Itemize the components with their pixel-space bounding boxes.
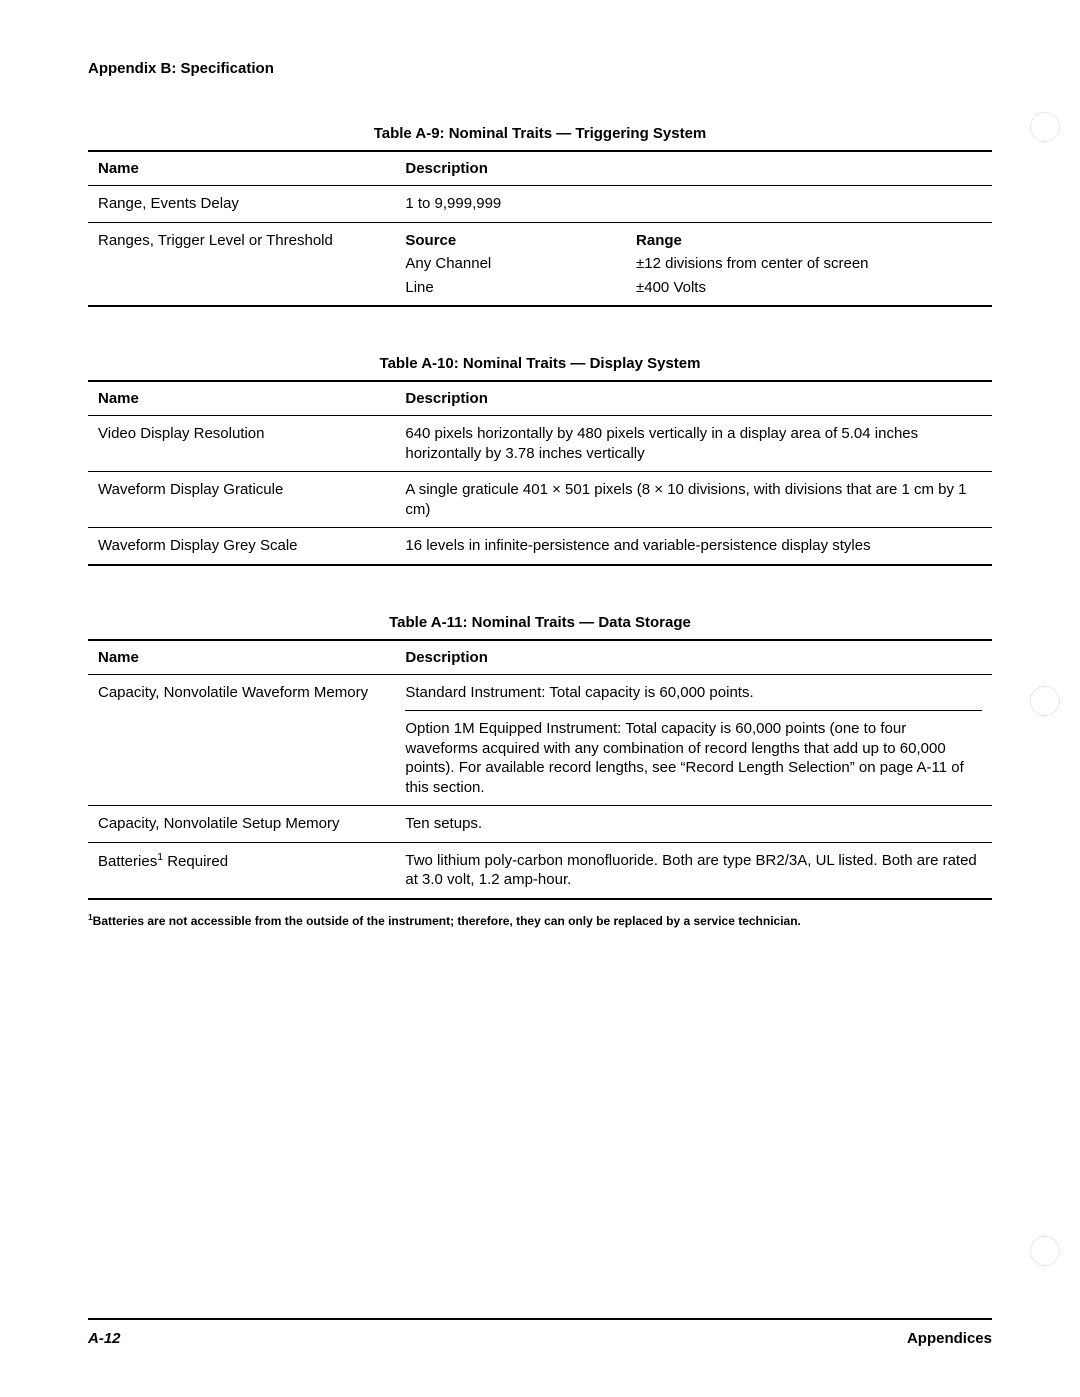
cell-name: Ranges, Trigger Level or Threshold [88, 222, 395, 306]
table-a10-caption: Table A-10: Nominal Traits — Display Sys… [88, 355, 992, 372]
cell-description: Source Range Any Channel ±12 divisions f… [395, 222, 992, 306]
cell-name: Waveform Display Graticule [88, 472, 395, 528]
cell-description: Standard Instrument: Total capacity is 6… [395, 674, 992, 806]
footnote-text: Batteries are not accessible from the ou… [93, 914, 801, 928]
table-a9-caption: Table A-9: Nominal Traits — Triggering S… [88, 125, 992, 142]
subcell: ±12 divisions from center of screen [636, 254, 982, 274]
desc-paragraph: Standard Instrument: Total capacity is 6… [405, 683, 982, 712]
table-row: Capacity, Nonvolatile Waveform Memory St… [88, 674, 992, 806]
table-row: Waveform Display Grey Scale 16 levels in… [88, 528, 992, 565]
table-a11: Name Description Capacity, Nonvolatile W… [88, 639, 992, 900]
stacked-description: Standard Instrument: Total capacity is 6… [405, 683, 982, 798]
table-a11-caption: Table A-11: Nominal Traits — Data Storag… [88, 614, 992, 631]
footnote: 1Batteries are not accessible from the o… [88, 912, 992, 928]
subgrid: Source Range Any Channel ±12 divisions f… [405, 231, 982, 298]
name-suffix: Required [163, 853, 228, 870]
table-row: Range, Events Delay 1 to 9,999,999 [88, 186, 992, 223]
hole-punch-mark [1030, 686, 1060, 716]
hole-punch-mark [1030, 1236, 1060, 1266]
cell-name: Range, Events Delay [88, 186, 395, 223]
hole-punch-mark [1030, 112, 1060, 142]
page: Appendix B: Specification Table A-9: Nom… [0, 0, 1080, 1397]
table-row: Capacity, Nonvolatile Setup Memory Ten s… [88, 806, 992, 843]
table-a9: Name Description Range, Events Delay 1 t… [88, 150, 992, 307]
table-row: Ranges, Trigger Level or Threshold Sourc… [88, 222, 992, 306]
table-row: Batteries1 Required Two lithium poly-car… [88, 842, 992, 899]
footer-page-number: A-12 [88, 1330, 121, 1347]
subcell: Line [405, 278, 636, 298]
subcell: Any Channel [405, 254, 636, 274]
page-footer: A-12 Appendices [88, 1318, 992, 1347]
subcell: ±400 Volts [636, 278, 982, 298]
cell-name: Capacity, Nonvolatile Waveform Memory [88, 674, 395, 806]
subhead-range: Range [636, 231, 982, 251]
table-a9-col-description: Description [395, 151, 992, 186]
cell-name: Capacity, Nonvolatile Setup Memory [88, 806, 395, 843]
table-a9-col-name: Name [88, 151, 395, 186]
footer-section-label: Appendices [907, 1330, 992, 1347]
table-a10-col-description: Description [395, 381, 992, 416]
cell-description: Ten setups. [395, 806, 992, 843]
table-a10: Name Description Video Display Resolutio… [88, 380, 992, 566]
table-row: Waveform Display Graticule A single grat… [88, 472, 992, 528]
table-a11-col-description: Description [395, 640, 992, 675]
cell-description: 640 pixels horizontally by 480 pixels ve… [395, 416, 992, 472]
page-header: Appendix B: Specification [88, 60, 992, 77]
subhead-source: Source [405, 231, 636, 251]
cell-description: Two lithium poly-carbon monofluoride. Bo… [395, 842, 992, 899]
cell-description: 1 to 9,999,999 [395, 186, 992, 223]
desc-paragraph: Option 1M Equipped Instrument: Total cap… [405, 719, 982, 797]
cell-name: Batteries1 Required [88, 842, 395, 899]
table-a10-col-name: Name [88, 381, 395, 416]
cell-description: 16 levels in infinite-persistence and va… [395, 528, 992, 565]
cell-name: Video Display Resolution [88, 416, 395, 472]
cell-name: Waveform Display Grey Scale [88, 528, 395, 565]
name-prefix: Batteries [98, 853, 157, 870]
cell-description: A single graticule 401 × 501 pixels (8 ×… [395, 472, 992, 528]
table-row: Video Display Resolution 640 pixels hori… [88, 416, 992, 472]
table-a11-col-name: Name [88, 640, 395, 675]
